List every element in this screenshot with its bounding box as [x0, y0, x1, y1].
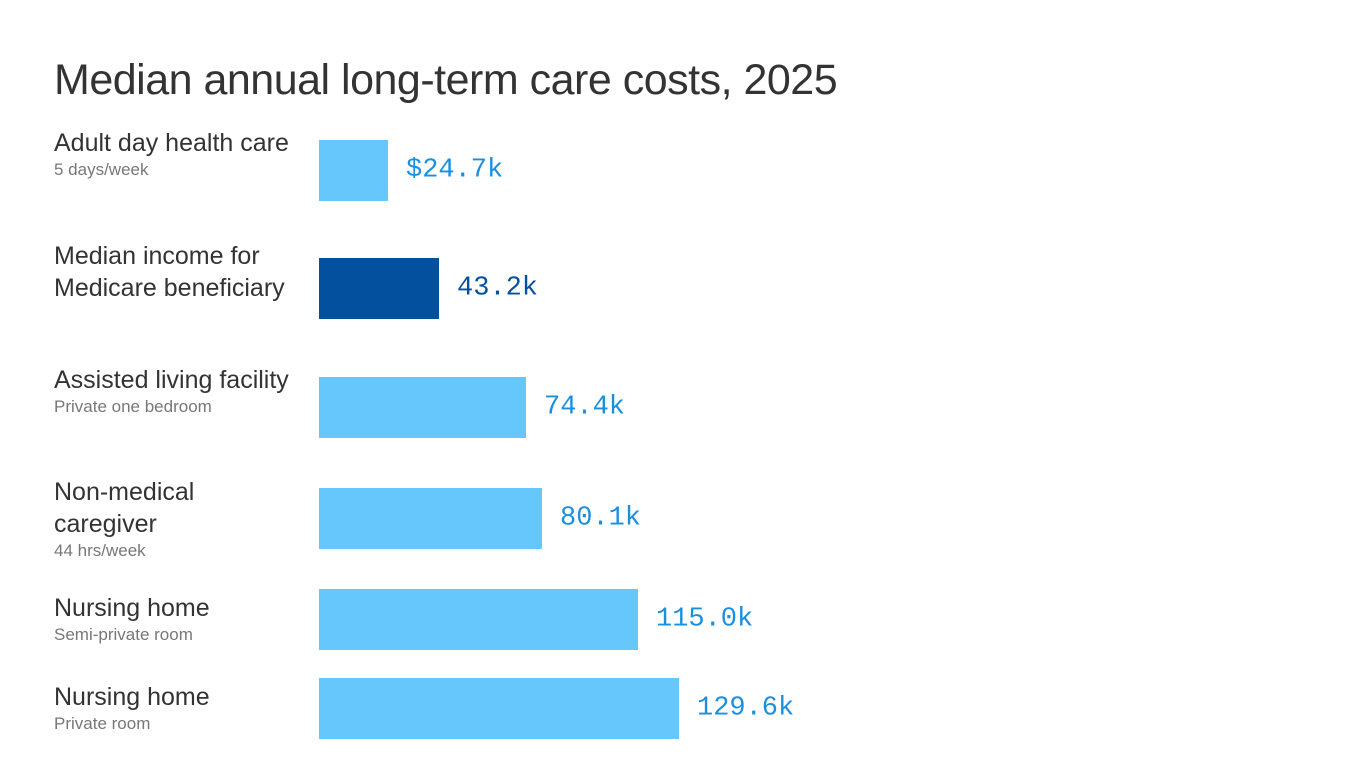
bar-1 — [319, 258, 439, 319]
category-sublabel: Private room — [54, 714, 151, 733]
category-name: Adult day health care — [54, 129, 289, 157]
category-sublabel: Semi-private room — [54, 625, 193, 644]
category-sublabel: 44 hrs/week — [54, 541, 146, 560]
value-label-0: $24.7k — [406, 156, 503, 186]
bar-3 — [319, 488, 542, 549]
category-label-5: Nursing home Private room — [54, 681, 299, 735]
value-label-1: 43.2k — [457, 274, 538, 304]
chart-title: Median annual long-term care costs, 2025 — [54, 56, 838, 104]
bar-4 — [319, 589, 638, 650]
category-label-3: Non-medical caregiver 44 hrs/week — [54, 476, 299, 562]
category-name: Assisted living facility — [54, 366, 289, 394]
bar-0 — [319, 140, 388, 201]
category-name: Median income for Medicare beneficiary — [54, 242, 285, 302]
category-sublabel: Private one bedroom — [54, 397, 212, 416]
category-name: Nursing home — [54, 594, 210, 622]
category-label-0: Adult day health care 5 days/week — [54, 127, 299, 181]
category-name: Non-medical caregiver — [54, 478, 195, 538]
value-label-5: 129.6k — [697, 694, 794, 724]
category-label-2: Assisted living facility Private one bed… — [54, 364, 299, 418]
category-label-4: Nursing home Semi-private room — [54, 592, 299, 646]
value-label-2: 74.4k — [544, 393, 625, 423]
category-sublabel: 5 days/week — [54, 160, 149, 179]
value-label-3: 80.1k — [560, 504, 641, 534]
value-label-4: 115.0k — [656, 605, 753, 635]
category-label-1: Median income for Medicare beneficiary — [54, 240, 299, 304]
category-name: Nursing home — [54, 683, 210, 711]
bar-2 — [319, 377, 526, 438]
bar-5 — [319, 678, 679, 739]
